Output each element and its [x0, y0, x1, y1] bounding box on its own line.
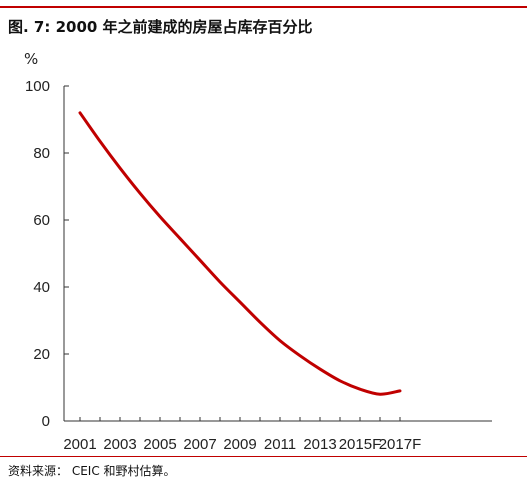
data-point — [99, 140, 101, 143]
data-point — [319, 368, 321, 370]
x-tick-label: 2011 — [264, 436, 296, 453]
data-point — [199, 259, 201, 262]
series-line — [78, 111, 402, 396]
x-tick-label: 2003 — [103, 436, 136, 453]
data-point — [359, 388, 361, 390]
y-tick-label: 0 — [42, 413, 50, 430]
x-tick-label: 2015F — [339, 436, 382, 453]
y-tick-label: 60 — [33, 212, 50, 229]
data-point — [339, 380, 341, 382]
y-tick-label: 100 — [25, 78, 50, 95]
top-rule — [0, 6, 527, 8]
data-point — [379, 393, 381, 396]
data-point — [259, 321, 261, 323]
data-point — [219, 281, 221, 283]
data-point — [279, 339, 281, 342]
chart-series — [78, 111, 402, 396]
x-tick-label: 2017F — [379, 436, 422, 453]
data-point — [239, 301, 241, 303]
y-tick-label: 20 — [33, 346, 50, 363]
x-tick-label: 2009 — [223, 436, 256, 453]
y-tick-label: 80 — [33, 145, 50, 162]
data-point — [139, 192, 141, 194]
data-point — [179, 237, 181, 240]
x-tick-label: 2013 — [303, 436, 336, 453]
x-tick-label: 2005 — [143, 436, 176, 453]
data-point — [159, 215, 161, 218]
x-tick-label: 2007 — [183, 436, 216, 453]
line-chart: 0 20 40 60 80 100 2001 2003 2005 2007 2009 2011 201… — [25, 78, 492, 453]
source-note: 资料来源： CEIC 和野村估算。 — [8, 464, 176, 478]
x-tick-label: 2001 — [63, 436, 96, 453]
data-point — [399, 390, 401, 392]
bottom-rule — [0, 456, 527, 457]
data-point — [299, 354, 301, 357]
y-axis-unit-label: % — [24, 50, 39, 68]
data-point — [79, 112, 81, 114]
data-point — [119, 167, 121, 169]
chart-axes — [63, 86, 492, 422]
y-tick-label: 40 — [33, 279, 50, 296]
figure-title: 图. 7: 2000 年之前建成的房屋占库存百分比 — [8, 18, 313, 36]
y-axis-ticks: 0 20 40 60 80 100 — [25, 78, 69, 430]
